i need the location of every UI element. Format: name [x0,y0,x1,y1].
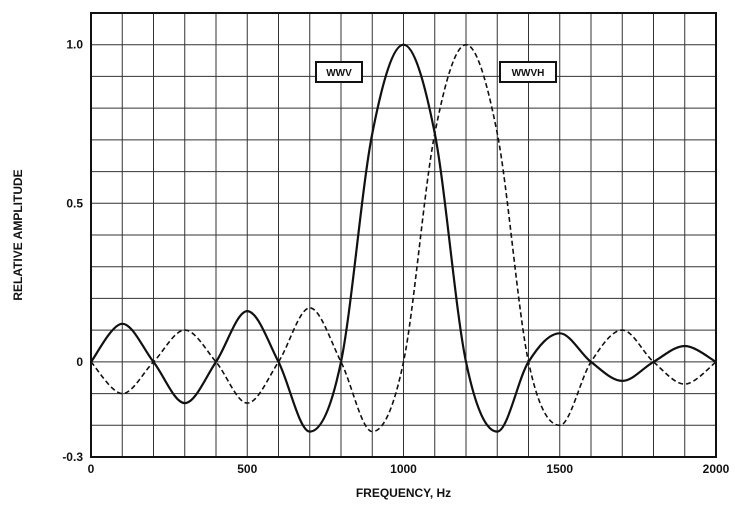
x-tick-label: 500 [237,462,257,476]
x-tick-label: 1500 [546,462,573,476]
series-line-wwv [90,43,717,433]
x-axis-label: FREQUENCY, Hz [356,486,451,500]
series-tag-wwv: WWV [326,68,352,79]
y-tick-label: 0.5 [66,196,83,210]
y-tick-label: 0 [76,355,83,369]
series-group [90,43,717,433]
legend-tags: WWV WWVH [315,61,557,83]
x-tick-label: 1000 [390,462,417,476]
y-tick-label: 1.0 [66,38,83,52]
tag-box [499,61,557,83]
series-tag-wwvh: WWVH [512,68,545,79]
tag-box [315,61,363,83]
y-axis-label: RELATIVE AMPLITUDE [11,169,25,300]
x-tick-label: 0 [88,462,95,476]
y-tick-label: -0.3 [62,450,83,464]
x-tick-label: 2000 [703,462,730,476]
tick-labels: 0 500 1000 1500 2000 -0.3 0 0.5 1.0 [62,38,729,476]
plot-frame [90,12,717,458]
grid [91,13,716,457]
series-line-wwvh [90,43,717,433]
